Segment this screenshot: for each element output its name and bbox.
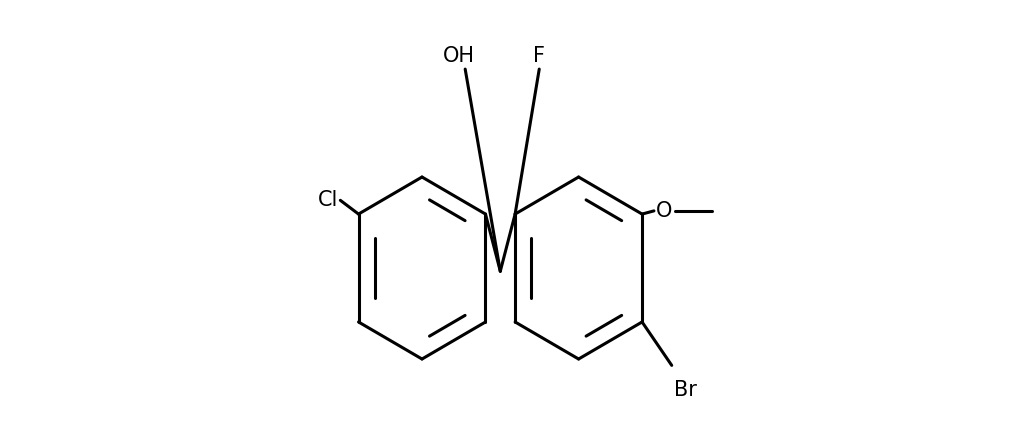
Text: Cl: Cl bbox=[317, 190, 338, 210]
Text: O: O bbox=[657, 201, 673, 221]
Text: F: F bbox=[534, 46, 545, 66]
Text: Br: Br bbox=[674, 380, 697, 400]
Text: OH: OH bbox=[443, 46, 475, 66]
